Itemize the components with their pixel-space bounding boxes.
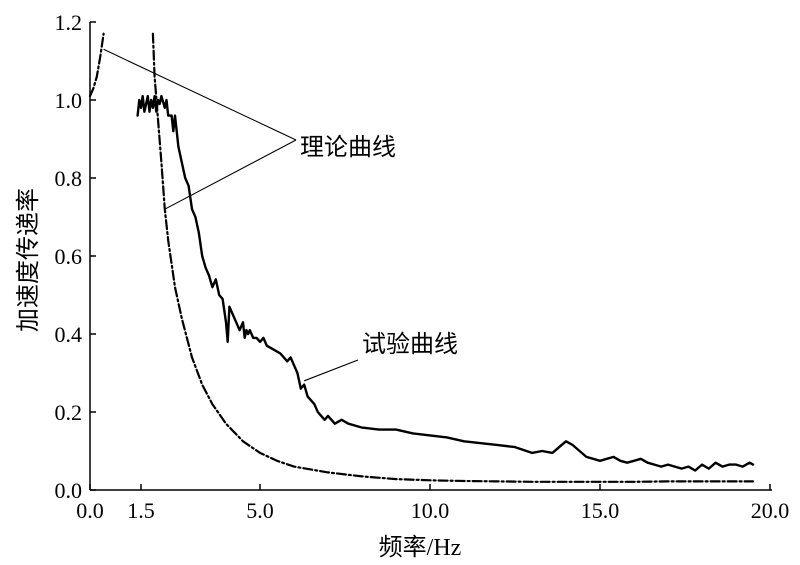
theoretical-curve: [88, 32, 755, 483]
x-tick-label: 15.0: [581, 498, 620, 523]
theoretical-curve-line: [88, 32, 105, 98]
experimental-curve: [136, 94, 755, 472]
x-tick-label: 10.0: [411, 498, 450, 523]
y-tick-label: 1.2: [55, 10, 83, 35]
annotation-leader-line: [304, 359, 359, 382]
y-tick-label: 0.8: [55, 166, 83, 191]
x-tick-label: 0.0: [76, 498, 104, 523]
annotation-leader-line: [103, 48, 297, 141]
y-axis-title: 加速度传递率: [15, 188, 42, 332]
annotation-leader-line: [164, 139, 297, 210]
theoretical-curve-line: [151, 32, 755, 483]
x-axis-title: 频率/Hz: [379, 534, 462, 561]
theoretical-curve-annotation: 理论曲线: [300, 134, 396, 161]
y-tick-label: 0.4: [55, 322, 83, 347]
y-tick-label: 0.6: [55, 244, 83, 269]
ticks-layer: 0.0 1.5 5.0 10.0 15.0 20.0 0.0 0.2 0.4 0.6 0.8 1.0 1…: [55, 10, 790, 523]
experimental-curve-annotation: 试验曲线: [362, 331, 458, 358]
x-tick-label: 1.5: [127, 498, 155, 523]
y-tick-label: 0.2: [55, 400, 83, 425]
experimental-curve-line: [136, 94, 755, 472]
x-tick-label: 20.0: [751, 498, 790, 523]
y-tick-label: 0.0: [55, 478, 83, 503]
axes: [89, 22, 772, 491]
y-tick-label: 1.0: [55, 88, 83, 113]
series-layer: [88, 32, 755, 483]
x-tick-label: 5.0: [246, 498, 274, 523]
